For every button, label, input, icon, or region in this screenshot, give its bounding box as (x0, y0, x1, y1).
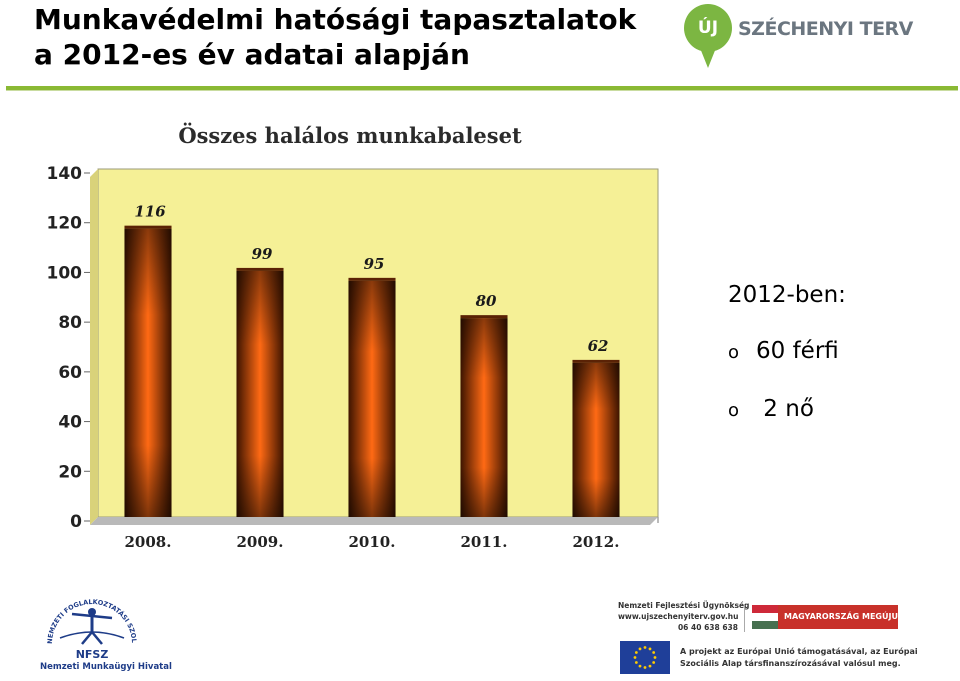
eu-star (634, 661, 638, 664)
y-axis: 0 20 40 60 80 100 120 140 (47, 164, 90, 532)
eu-star (652, 661, 656, 664)
nfsz-emblem-icon: NEMZETI FOGLALKOZTATÁSI SZOLGÁLAT (37, 579, 138, 645)
x-axis: 2008. 2009. 2010. 2011. 2012. (125, 517, 659, 551)
bar-top (124, 225, 172, 229)
eu-star (638, 647, 642, 651)
bar-chart: Összes halálos munkabaleset 0 20 40 60 80 100… (47, 123, 659, 551)
bar-2012.: 62 (572, 337, 620, 517)
eu-support-text: A projekt az Európai Unió támogatásával,… (680, 646, 918, 670)
bar-shade (236, 270, 284, 517)
szechenyi-terv-wordmark: SZÉCHENYI TERV (738, 18, 913, 40)
nfu-name: Nemzeti Fejlesztési Ügynökség (618, 601, 750, 610)
uj-pin-icon: ÚJ (684, 4, 732, 52)
data-label: 62 (588, 337, 609, 355)
bar-top (236, 267, 284, 271)
bar-shade (124, 228, 172, 517)
bar-shade (460, 318, 508, 517)
y-tick-label: 40 (58, 413, 82, 433)
nfu-info: Nemzeti Fejlesztési Ügynökség www.ujszec… (618, 600, 750, 633)
bar-top (572, 359, 620, 363)
nfsz-name: Nemzeti Munkaügyi Hivatal (40, 662, 172, 672)
eu-star (638, 664, 642, 668)
bar-2009.: 99 (236, 245, 284, 517)
footer-divider (744, 604, 745, 632)
x-tick-label: 2012. (573, 533, 620, 551)
bullet-icon: o (728, 342, 740, 363)
y-tick-label: 120 (47, 214, 83, 234)
y-tick-label: 20 (58, 462, 82, 482)
bullet-icon: o (728, 400, 740, 421)
side-panel-heading: 2012-ben: (728, 282, 846, 308)
data-label: 116 (134, 203, 166, 221)
list-item: o 2 nő (728, 394, 846, 426)
pin-tip-shape (700, 48, 716, 68)
eu-support-line-2: Szociális Alap társfinanszírozásával val… (680, 659, 901, 668)
nfsz-logo: NEMZETI FOGLALKOZTATÁSI SZOLGÁLAT NFSZ N… (37, 579, 172, 676)
eu-star (653, 656, 657, 659)
nfsz-abbr: NFSZ (75, 648, 109, 661)
bar-2011.: 80 (460, 292, 508, 517)
hu-badge-text: MAGYARORSZÁG MEGÚJUL (784, 612, 904, 621)
eu-star (643, 666, 647, 669)
eu-support-line-1: A projekt az Európai Unió támogatásával,… (680, 647, 918, 656)
eu-star (648, 647, 652, 651)
bar-2008.: 116 (124, 203, 172, 517)
y-tick-label: 140 (47, 164, 83, 184)
x-tick-label: 2011. (461, 533, 508, 551)
bar-2010.: 95 (348, 255, 396, 517)
list-item-female: 2 nő (756, 396, 814, 422)
eu-star (633, 656, 637, 659)
y-tick-label: 60 (58, 363, 82, 383)
x-tick-label: 2008. (125, 533, 172, 551)
title-divider (6, 86, 958, 91)
eu-star (634, 651, 638, 654)
hungarian-flag-icon (752, 605, 778, 629)
nfu-phone: 06 40 638 638 (677, 623, 738, 632)
y-tick-label: 0 (70, 512, 82, 532)
side-panel-list: o 60 férfi o 2 nő (728, 336, 846, 426)
eu-star (652, 651, 656, 654)
plot-side-wall (90, 169, 98, 525)
list-item-male: 60 férfi (756, 338, 839, 364)
x-tick-label: 2009. (237, 533, 284, 551)
plot-floor (90, 517, 658, 525)
bars: 116 99 95 80 62 (124, 203, 620, 517)
data-label: 95 (364, 255, 385, 273)
eu-star (648, 664, 652, 668)
magyarorszag-megujul-badge: MAGYARORSZÁG MEGÚJUL (752, 605, 903, 629)
page-title-line-2: a 2012-es év adatai alapján (34, 38, 470, 71)
data-label: 80 (476, 292, 497, 310)
eu-flag-icon (620, 641, 670, 674)
side-panel: 2012-ben: o 60 férfi o 2 nő (728, 280, 846, 426)
bar-top (460, 315, 508, 319)
nfu-website: www.ujszechenyiterv.gov.hu (618, 612, 739, 621)
bar-shade (572, 362, 620, 517)
chart-title: Összes halálos munkabaleset (178, 123, 522, 148)
x-tick-label: 2010. (349, 533, 396, 551)
uj-szechenyi-terv-logo: ÚJ SZÉCHENYI TERV (684, 4, 914, 74)
page-title-line-1: Munkavédelmi hatósági tapasztalatok (34, 3, 637, 36)
eu-star (643, 646, 647, 649)
bar-shade (348, 280, 396, 517)
page-title: Munkavédelmi hatósági tapasztalatok a 20… (34, 2, 636, 72)
y-tick-label: 80 (58, 313, 82, 333)
y-tick-label: 100 (47, 263, 83, 283)
list-item: o 60 férfi (728, 336, 846, 368)
data-label: 99 (252, 245, 273, 263)
bar-top (348, 277, 396, 281)
